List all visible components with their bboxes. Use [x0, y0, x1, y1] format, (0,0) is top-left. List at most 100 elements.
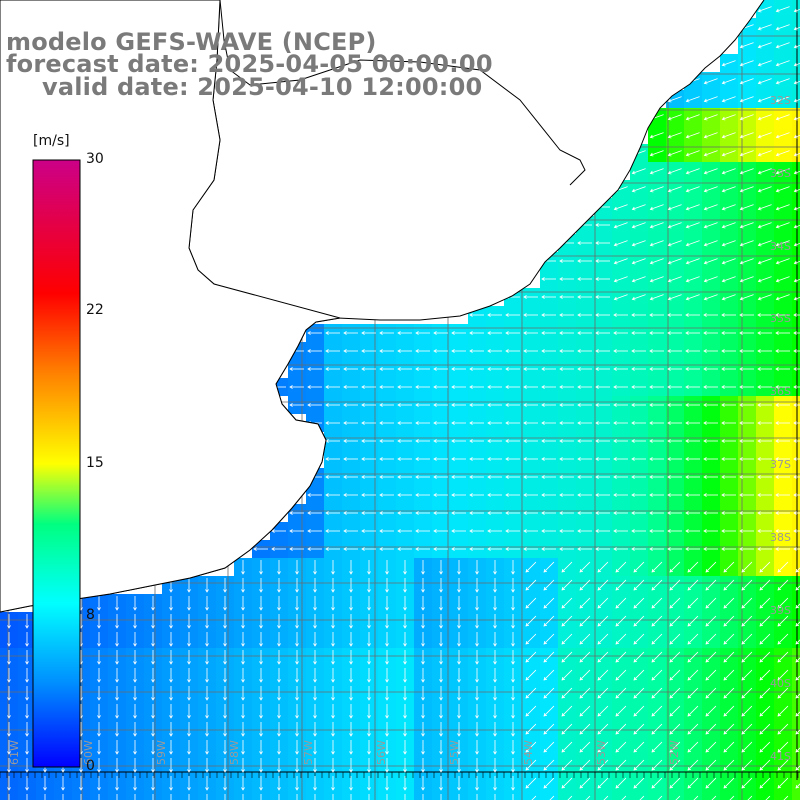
wind-arrow-head — [667, 493, 671, 497]
wind-arrow-head — [151, 607, 155, 611]
wind-arrow-head — [703, 493, 707, 497]
wind-arrow-head — [205, 769, 209, 773]
wind-arrow-head — [631, 260, 636, 265]
wind-arrow — [615, 687, 627, 699]
wind-arrow-head — [397, 367, 401, 371]
wind-arrow-head — [475, 625, 479, 629]
wind-arrow — [543, 597, 555, 609]
wind-arrow-head — [475, 571, 479, 575]
wind-arrow-head — [739, 475, 743, 479]
colorbar-tick-0: 0 — [86, 758, 95, 774]
wind-cell — [792, 720, 800, 738]
wind-arrow-head — [169, 751, 173, 755]
wind-arrow-head — [651, 766, 656, 771]
wind-arrow-head — [525, 676, 530, 681]
wind-arrow-head — [439, 625, 443, 629]
wind-arrow-head — [379, 511, 383, 515]
wind-arrow-head — [775, 188, 780, 193]
lon-label: 55W — [448, 740, 461, 765]
wind-arrow-head — [633, 568, 638, 573]
wind-arrow-head — [561, 676, 566, 681]
wind-arrow — [651, 687, 663, 699]
wind-arrow-head — [169, 697, 173, 701]
wind-arrow-head — [469, 475, 473, 479]
wind-arrow — [543, 759, 555, 771]
wind-arrow-head — [721, 116, 726, 121]
wind-arrow-head — [295, 679, 299, 683]
wind-arrow — [723, 705, 735, 717]
wind-arrow — [705, 723, 717, 735]
wind-arrow-head — [577, 313, 581, 317]
wind-arrow — [687, 669, 699, 681]
wind-arrow-head — [685, 134, 690, 139]
wind-arrow-head — [349, 571, 353, 575]
wind-arrow — [759, 777, 771, 789]
lon-label: 60W — [82, 740, 95, 765]
wind-arrow-head — [259, 733, 263, 737]
wind-arrow-head — [511, 715, 515, 719]
wind-arrow-head — [561, 712, 566, 717]
wind-arrow-head — [613, 529, 617, 533]
wind-arrow — [776, 96, 790, 102]
wind-arrow-head — [667, 511, 671, 515]
wind-arrow-head — [223, 787, 227, 791]
wind-arrow-head — [739, 367, 743, 371]
wind-arrow-head — [451, 439, 455, 443]
wind-arrow-head — [187, 607, 191, 611]
wind-arrow-head — [703, 529, 707, 533]
wind-arrow — [525, 705, 537, 717]
wind-arrow-head — [325, 457, 329, 461]
wind-arrow-head — [313, 679, 317, 683]
wind-arrow-head — [775, 547, 779, 551]
wind-arrow-head — [615, 568, 620, 573]
wind-arrow-head — [793, 331, 797, 335]
wind-arrow-head — [703, 242, 708, 247]
wind-arrow-head — [133, 751, 137, 755]
wind-arrow-head — [523, 511, 527, 515]
wind-arrow-head — [433, 403, 437, 407]
wind-arrow-head — [343, 367, 347, 371]
wind-arrow-head — [687, 586, 692, 591]
wind-arrow — [795, 567, 800, 573]
wind-arrow — [687, 687, 699, 699]
wind-arrow-head — [259, 769, 263, 773]
wind-arrow — [686, 222, 700, 228]
wind-arrow-head — [525, 784, 530, 789]
wind-arrow-head — [631, 367, 635, 371]
wind-arrow — [579, 633, 591, 645]
wind-cell — [792, 594, 800, 612]
wind-arrow-head — [559, 385, 563, 389]
wind-arrow-head — [703, 98, 708, 103]
wind-arrow-head — [115, 733, 119, 737]
wind-arrow-head — [721, 493, 725, 497]
wind-arrow-head — [669, 568, 674, 573]
wind-arrow — [758, 24, 772, 30]
wind-arrow — [723, 579, 735, 591]
wind-arrow-head — [151, 769, 155, 773]
wind-arrow — [633, 615, 645, 627]
wind-arrow — [795, 603, 800, 609]
wind-arrow-head — [721, 421, 725, 425]
wind-arrow-head — [757, 206, 762, 211]
wind-arrow-head — [775, 206, 780, 211]
wind-arrow-head — [597, 766, 602, 771]
wind-arrow-head — [687, 622, 692, 627]
wind-arrow-head — [451, 511, 455, 515]
lon-label: 57W — [302, 740, 315, 765]
wind-arrow-head — [757, 242, 762, 247]
wind-arrow-head — [543, 658, 548, 663]
wind-arrow — [561, 687, 573, 699]
wind-arrow-head — [169, 661, 173, 665]
wind-arrow-head — [577, 223, 581, 227]
wind-arrow-head — [559, 349, 563, 353]
wind-arrow-head — [703, 403, 707, 407]
wind-arrow-head — [759, 568, 764, 573]
wind-arrow-head — [721, 457, 725, 461]
wind-arrow-head — [493, 733, 497, 737]
wind-arrow-head — [739, 439, 743, 443]
wind-arrow-head — [325, 331, 329, 335]
wind-arrow — [650, 150, 664, 156]
wind-arrow-head — [667, 170, 672, 175]
